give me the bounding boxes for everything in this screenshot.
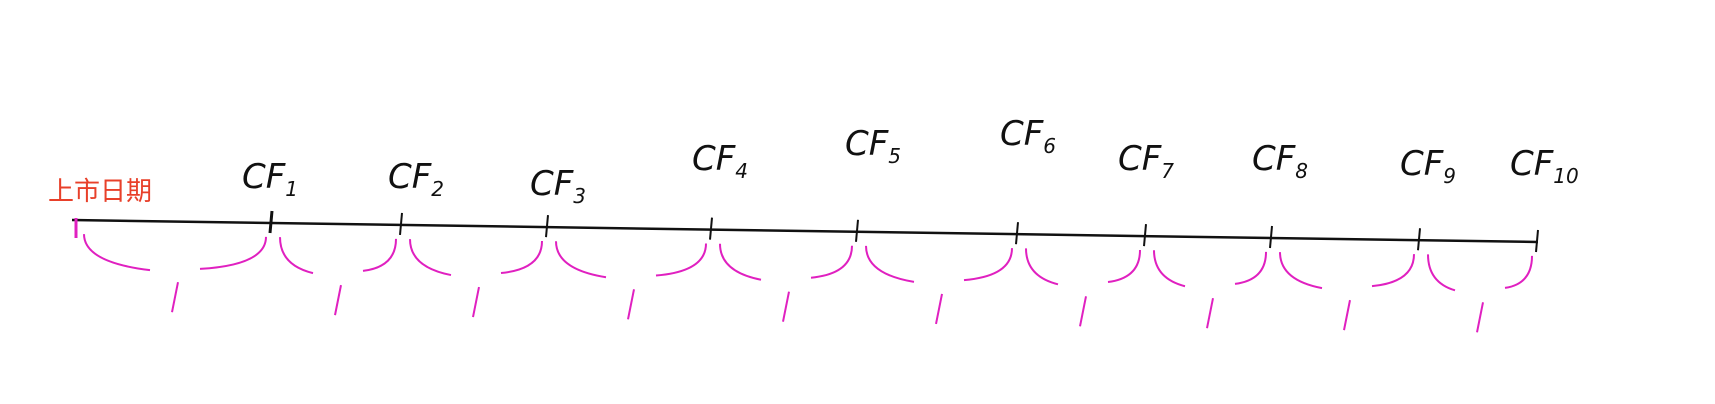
- period-brace: [555, 241, 707, 279]
- cash-flow-tick: [1535, 229, 1539, 253]
- period-brace: [1427, 254, 1533, 292]
- cash-flow-tick: [1269, 225, 1273, 249]
- period-brace: [1153, 250, 1267, 288]
- cash-flow-label: CF5: [845, 124, 901, 168]
- cash-flow-label: CF1: [242, 157, 298, 201]
- cash-flow-label: CF4: [692, 139, 748, 183]
- period-brace-tip: [1206, 298, 1214, 329]
- cash-flow-tick: [1015, 222, 1019, 245]
- timeline-axis: [71, 218, 1539, 244]
- cash-flow-tick: [399, 212, 403, 236]
- cash-flow-tick: [1143, 224, 1147, 247]
- cash-flow-tick: [855, 219, 859, 242]
- period-brace: [865, 245, 1013, 283]
- period-brace-tip: [1476, 302, 1484, 333]
- start-date-label: 上市日期: [48, 177, 152, 207]
- period-brace: [1279, 252, 1415, 290]
- cash-flow-label: CF9: [1400, 144, 1456, 188]
- cash-flow-tick: [1417, 228, 1421, 251]
- period-brace: [279, 237, 397, 275]
- period-brace: [83, 234, 267, 272]
- period-brace: [1025, 248, 1141, 286]
- period-brace-tip: [171, 281, 179, 313]
- period-brace-tip: [627, 289, 635, 320]
- period-brace: [409, 239, 543, 277]
- cash-flow-tick: [545, 215, 549, 238]
- cash-flow-label: CF8: [1252, 139, 1308, 183]
- cash-flow-tick: [709, 217, 713, 240]
- cash-flow-label: CF10: [1510, 144, 1579, 188]
- cash-flow-label: CF2: [388, 157, 444, 201]
- period-brace-tip: [334, 284, 342, 316]
- period-brace-tip: [1343, 299, 1351, 331]
- period-brace-tip: [472, 286, 480, 318]
- period-brace-tip: [935, 293, 943, 325]
- period-brace: [719, 243, 853, 281]
- cash-flow-label: CF6: [1000, 114, 1056, 158]
- cash-flow-label: CF3: [530, 164, 586, 208]
- cash-flow-tick: [268, 210, 274, 234]
- period-brace-tip: [782, 291, 790, 322]
- period-brace-tip: [1079, 296, 1087, 327]
- cash-flow-label: CF7: [1118, 139, 1174, 183]
